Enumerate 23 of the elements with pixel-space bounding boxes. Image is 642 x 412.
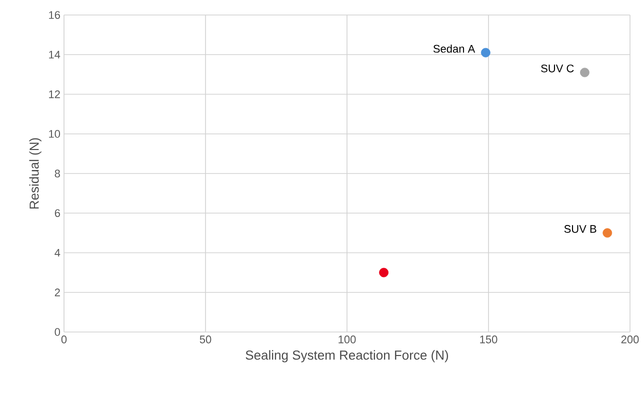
point	[480, 48, 490, 58]
x-tick-label: 150	[480, 336, 498, 344]
y-tick-label: 4	[54, 248, 60, 257]
point	[580, 68, 590, 78]
x-tick-label: 0	[61, 336, 67, 344]
y-tick-label: 14	[49, 50, 60, 58]
y-tick-label: 10	[49, 130, 60, 138]
y-tick-label: 6	[54, 209, 60, 218]
x-tick-label: 100	[338, 336, 356, 344]
y-tick-label: 16	[49, 11, 60, 19]
series-label: Sedan A	[433, 44, 476, 53]
series-label: SUV B	[564, 225, 596, 233]
y-axis-title: Residual (N)	[29, 138, 42, 209]
y-tick-label: 2	[54, 288, 60, 296]
x-tick-label: 50	[200, 336, 212, 344]
point	[602, 228, 612, 238]
x-tick-label: 200	[621, 336, 639, 344]
y-tick-label: 0	[54, 328, 60, 336]
point	[379, 268, 388, 278]
y-tick-label: 12	[49, 90, 60, 98]
series-label: SUV C	[541, 64, 574, 72]
y-tick-label: 8	[54, 170, 60, 178]
x-axis-title: Sealing System Reaction Force (N)	[246, 350, 448, 362]
